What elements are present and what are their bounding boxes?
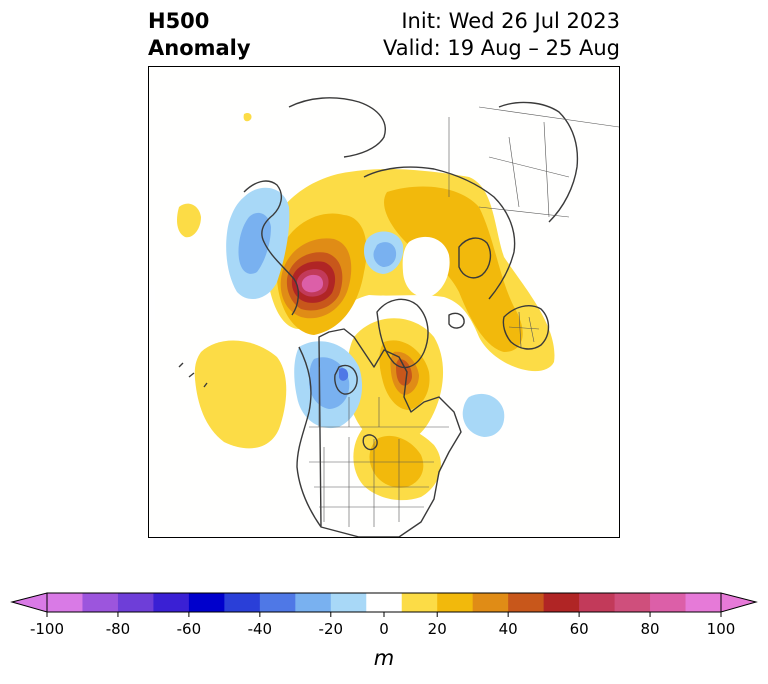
colorbar-tick-label: -100 bbox=[30, 620, 64, 638]
coastline-hudson-bay bbox=[334, 364, 358, 395]
colorbar-segment bbox=[117, 593, 154, 612]
colorbar-segment bbox=[508, 593, 545, 612]
colorbar-segment bbox=[153, 593, 190, 612]
colorbar-segment bbox=[650, 593, 687, 612]
coastline-siberia-east bbox=[288, 97, 386, 158]
colorbar: -100 -80 -60 -40 -20 0 20 40 60 80 100 bbox=[10, 592, 758, 638]
colorbar-segment bbox=[685, 593, 722, 612]
contour-positive-70 bbox=[301, 274, 324, 293]
contour-negative-30-canada bbox=[339, 368, 349, 381]
chart-title: H500 Anomaly bbox=[148, 8, 251, 62]
border-canada-provinces bbox=[318, 367, 380, 427]
coastline-pacific-islands bbox=[178, 362, 208, 388]
political-borders bbox=[309, 106, 619, 527]
anomaly-contours bbox=[149, 112, 555, 501]
contour-negative-20-north bbox=[373, 242, 397, 267]
coastline-europe bbox=[502, 305, 550, 350]
contour-positive-20-east bbox=[384, 186, 523, 352]
contour-zero-arctic bbox=[402, 236, 450, 298]
border-europe bbox=[508, 311, 540, 348]
colorbar-segment bbox=[579, 593, 616, 612]
colorbar-tick-label: -80 bbox=[106, 620, 131, 638]
title-variable: H500 bbox=[148, 9, 210, 33]
colorbar-ticks: -100 -80 -60 -40 -20 0 20 40 60 80 100 bbox=[30, 612, 735, 638]
anomaly-map bbox=[148, 66, 620, 538]
colorbar-tick-label: 100 bbox=[707, 620, 736, 638]
colorbar-tick-label: -20 bbox=[319, 620, 344, 638]
colorbar-tick-label: -40 bbox=[248, 620, 273, 638]
colorbar-tick-label: 80 bbox=[641, 620, 660, 638]
coastline-asia bbox=[363, 101, 579, 300]
colorbar-tick-label: -60 bbox=[177, 620, 202, 638]
coastline-great-lakes bbox=[362, 434, 378, 451]
colorbar-segment bbox=[472, 593, 509, 612]
colorbar-segment bbox=[82, 593, 119, 612]
contour-positive-40-hudson bbox=[396, 359, 412, 386]
colorbar-tick-label: 20 bbox=[428, 620, 447, 638]
colorbar-segment bbox=[614, 593, 651, 612]
colorbar-segment bbox=[259, 593, 296, 612]
colorbar-segment bbox=[543, 593, 580, 612]
coastline-scandinavia bbox=[458, 237, 492, 279]
coastline-greenland bbox=[376, 298, 429, 369]
colorbar-segment bbox=[437, 593, 474, 612]
contour-negative-10-atlantic bbox=[462, 393, 505, 437]
contour-positive-10-aleutian bbox=[177, 203, 201, 238]
colorbar-tick-label: 60 bbox=[570, 620, 589, 638]
colorbar-segment bbox=[366, 593, 403, 612]
valid-date-label: Valid: 19 Aug – 25 Aug bbox=[382, 36, 620, 60]
coastlines bbox=[178, 97, 579, 537]
contour-zero-west-edge bbox=[149, 285, 155, 322]
border-us-states-1 bbox=[323, 437, 400, 527]
chart-dates: Init: Wed 26 Jul 2023 Valid: 19 Aug – 25… bbox=[383, 8, 620, 62]
map-canvas bbox=[149, 67, 619, 537]
coastline-iceland bbox=[448, 312, 465, 329]
coastline-north-america bbox=[296, 328, 462, 537]
colorbar-extend-low bbox=[10, 592, 48, 613]
title-type: Anomaly bbox=[148, 36, 251, 60]
colorbar-segment bbox=[224, 593, 261, 612]
colorbar-segment bbox=[295, 593, 332, 612]
coastline-alaska bbox=[243, 180, 299, 316]
colorbar-segment bbox=[330, 593, 367, 612]
border-russia-east bbox=[448, 106, 619, 197]
colorbar-unit-label: m bbox=[373, 646, 395, 670]
colorbar-tick-label: 0 bbox=[379, 620, 389, 638]
colorbar-extend-high bbox=[720, 592, 758, 613]
border-us-states-2 bbox=[309, 461, 434, 508]
border-asia bbox=[478, 121, 570, 218]
colorbar-fill bbox=[47, 593, 722, 612]
contour-positive-10-bering bbox=[243, 112, 252, 122]
colorbar-segment bbox=[401, 593, 438, 612]
contour-positive-10-pacific bbox=[194, 340, 287, 449]
colorbar-tick-label: 40 bbox=[499, 620, 518, 638]
colorbar-segment bbox=[188, 593, 225, 612]
colorbar-segment bbox=[47, 593, 83, 612]
init-date-label: Init: Wed 26 Jul 2023 bbox=[401, 9, 620, 33]
